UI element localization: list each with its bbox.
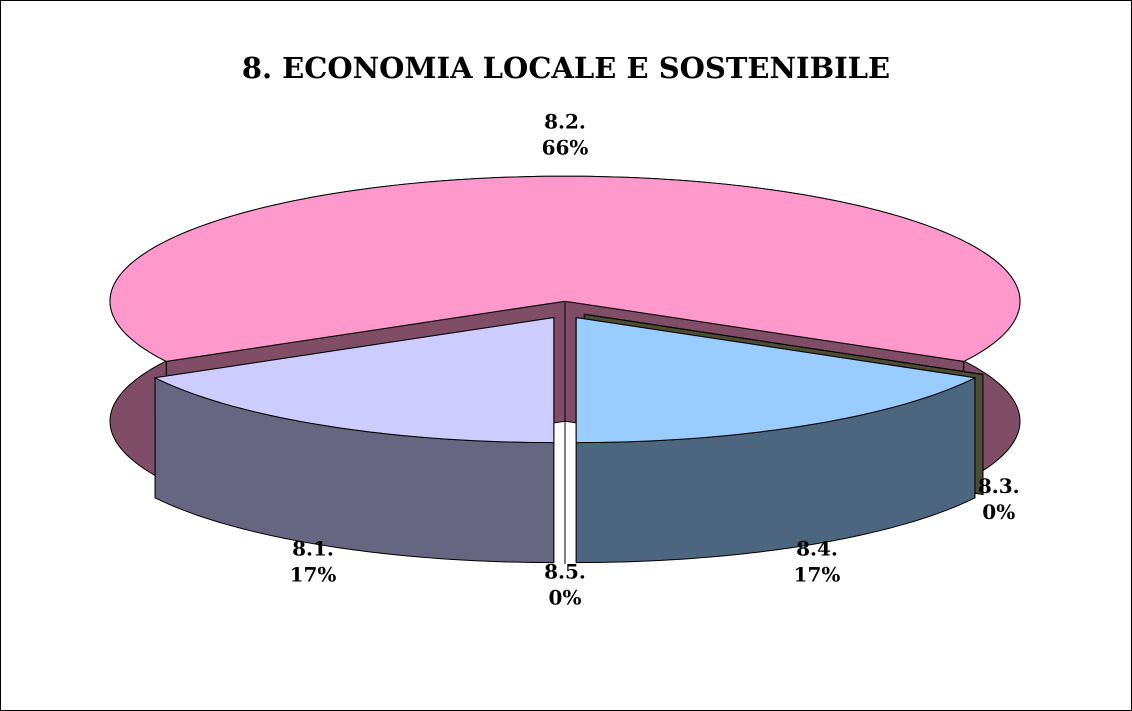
- slice: [153, 316, 555, 564]
- slice-top: [575, 316, 977, 444]
- chart-title: 8. ECONOMIA LOCALE E SOSTENIBILE: [242, 51, 890, 85]
- slice-top: [584, 313, 984, 375]
- category-label: 8.3.: [978, 474, 1020, 498]
- value-label: 17%: [794, 563, 841, 587]
- slice-top: [109, 175, 1021, 362]
- category-label: 8.2.: [544, 110, 586, 134]
- value-label: 17%: [290, 563, 337, 587]
- category-label: 8.1.: [292, 537, 334, 561]
- value-label: 0%: [982, 500, 1015, 524]
- value-label: 66%: [542, 136, 589, 160]
- slice: [575, 316, 977, 564]
- value-label: 0%: [549, 586, 582, 610]
- category-label: 8.4.: [796, 537, 838, 561]
- category-label: 8.5.: [544, 560, 586, 584]
- slice-top: [153, 316, 555, 444]
